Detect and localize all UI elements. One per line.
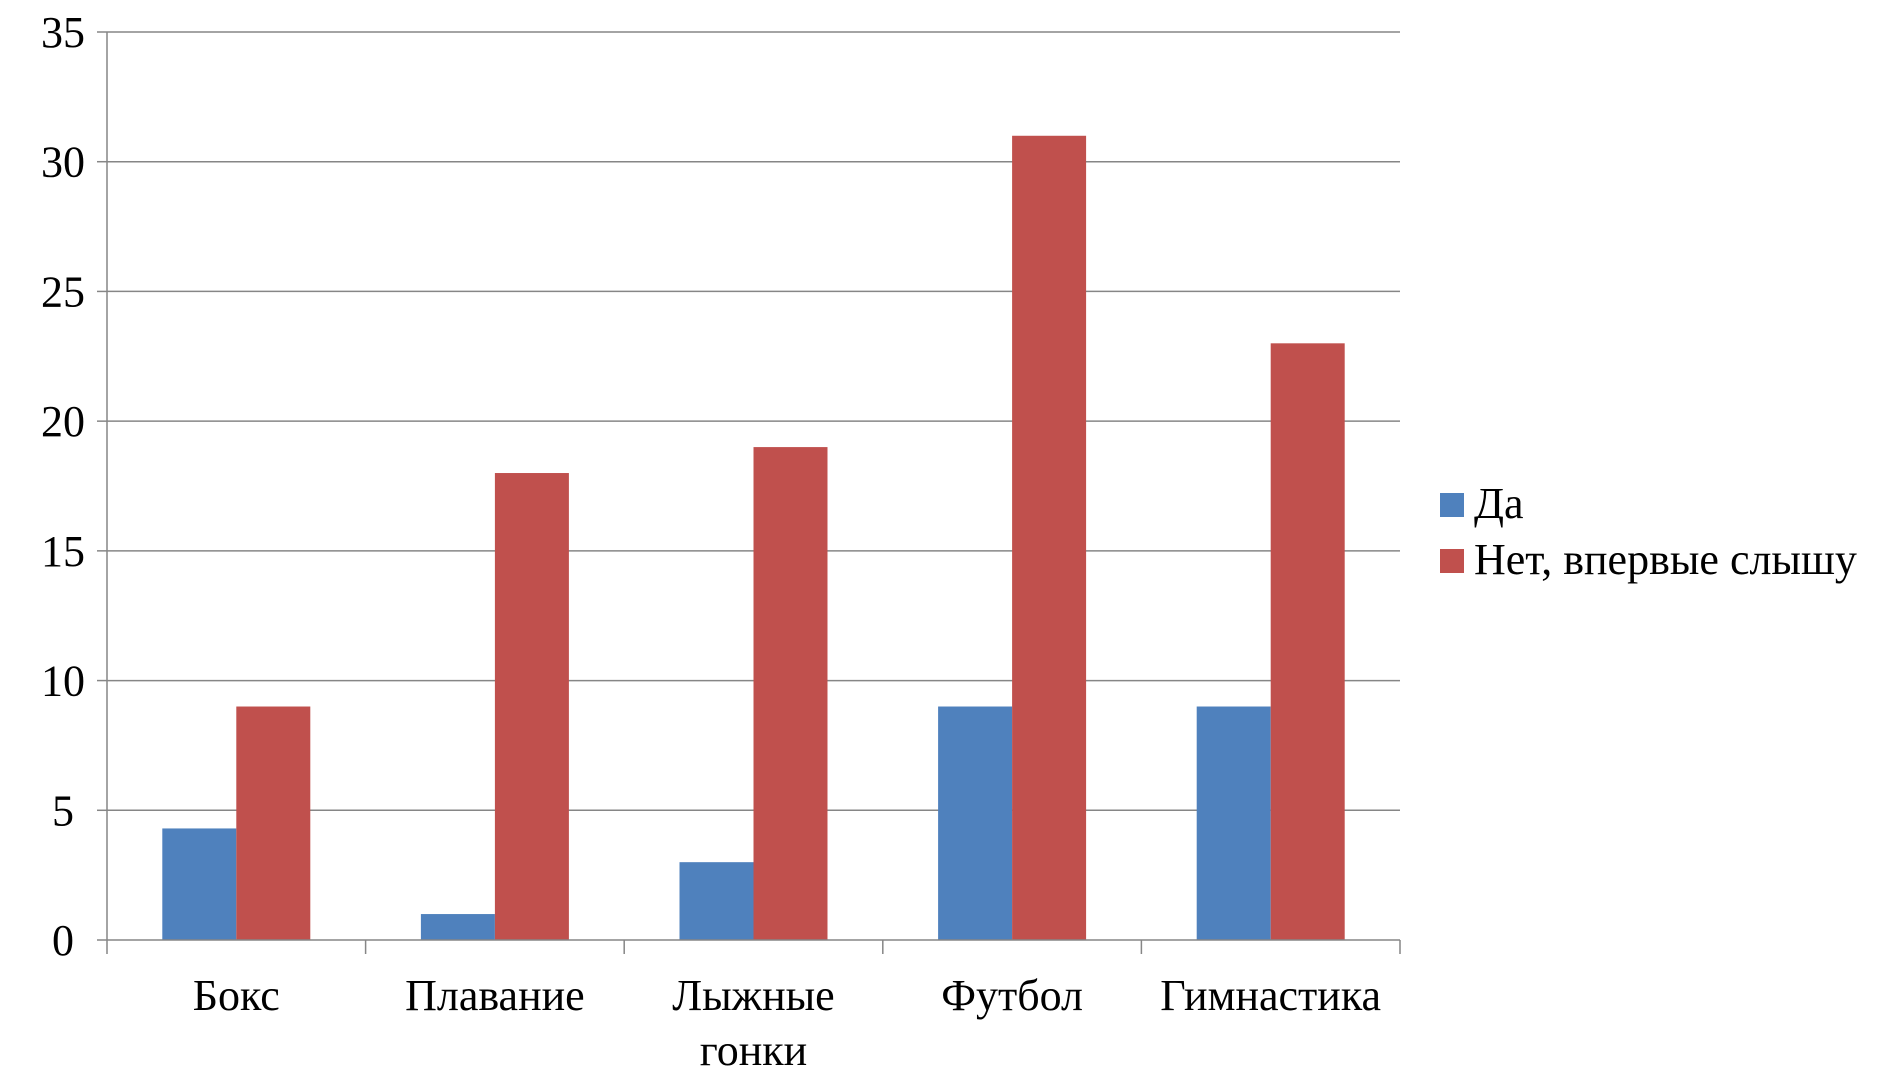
- bar-series-1: [420, 914, 495, 940]
- bar-series-2: [1012, 135, 1087, 940]
- y-tick-label: 5: [52, 786, 74, 835]
- legend-label: Нет, впервые слышу: [1474, 535, 1857, 584]
- x-tick-label: гонки: [700, 1026, 807, 1070]
- bar-series-1: [162, 828, 237, 940]
- y-tick-label: 20: [41, 397, 85, 446]
- y-tick-label: 35: [41, 8, 85, 57]
- y-tick-label: 0: [52, 916, 74, 965]
- bar-series-2: [236, 706, 311, 940]
- bar-series-1: [679, 862, 754, 940]
- bar-series-2: [753, 447, 828, 940]
- y-tick-label: 10: [41, 657, 85, 706]
- bar-series-2: [494, 473, 569, 940]
- bar-series-1: [938, 706, 1013, 940]
- legend-label: Да: [1474, 479, 1524, 528]
- x-tick-label: Футбол: [941, 971, 1083, 1020]
- x-tick-label: Бокс: [193, 971, 280, 1020]
- legend-swatch: [1440, 493, 1464, 517]
- y-tick-label: 15: [41, 527, 85, 576]
- bars: [162, 135, 1345, 940]
- y-axis-tick-labels: 0 5 10 15 20 25 30 35: [41, 8, 85, 965]
- axes: [97, 31, 1401, 954]
- bar-series-2: [1270, 343, 1345, 940]
- y-tick-label: 30: [41, 138, 85, 187]
- x-tick-label: Лыжные: [672, 971, 834, 1020]
- bar-series-1: [1196, 706, 1271, 940]
- x-tick-label: Плавание: [405, 971, 585, 1020]
- x-tick-label: Гимнастика: [1160, 971, 1381, 1020]
- y-tick-label: 25: [41, 267, 85, 316]
- legend-swatch: [1440, 549, 1464, 573]
- legend: Да Нет, впервые слышу: [1440, 479, 1857, 584]
- x-axis-tick-labels: Бокс Плавание Лыжные гонки Футбол Гимнастика: [193, 971, 1381, 1075]
